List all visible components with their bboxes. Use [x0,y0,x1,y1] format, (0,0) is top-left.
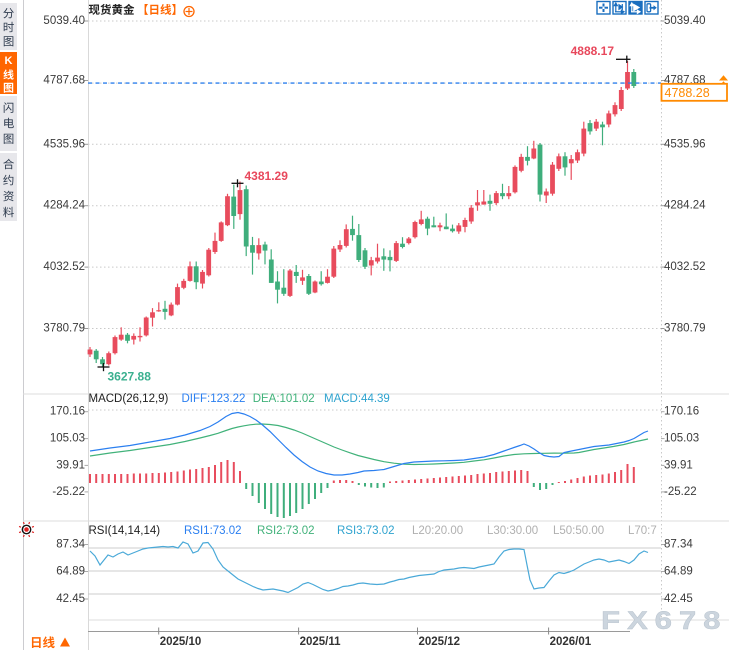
svg-text:39.91: 39.91 [664,459,693,471]
svg-text:-25.22: -25.22 [52,486,85,498]
svg-text:105.03: 105.03 [664,433,699,445]
svg-text:42.45: 42.45 [56,593,85,605]
svg-text:DEA:101.02: DEA:101.02 [253,393,315,405]
svg-text:RSI(14,14,14): RSI(14,14,14) [89,525,161,537]
svg-text:3780.79: 3780.79 [43,323,85,335]
svg-text:RSI2:73.02: RSI2:73.02 [257,525,315,537]
svg-text:L20:20.00: L20:20.00 [412,525,463,537]
svg-text:4284.24: 4284.24 [664,200,706,212]
svg-text:2025/12: 2025/12 [419,636,461,648]
svg-text:MACD:44.39: MACD:44.39 [324,393,390,405]
svg-text:FX678: FX678 [601,606,727,634]
svg-text:5039.40: 5039.40 [664,15,706,27]
svg-text:2025/11: 2025/11 [300,636,342,648]
svg-text:170.16: 170.16 [50,406,85,418]
svg-text:4788.28: 4788.28 [665,86,710,100]
svg-text:87.34: 87.34 [664,539,693,551]
svg-text:4787.68: 4787.68 [43,75,85,87]
svg-text:4032.52: 4032.52 [664,261,706,273]
svg-text:4535.96: 4535.96 [664,138,706,150]
svg-text:2026/01: 2026/01 [550,636,592,648]
svg-text:5039.40: 5039.40 [43,15,85,27]
svg-text:3627.88: 3627.88 [108,370,152,384]
svg-text:DIFF:123.22: DIFF:123.22 [182,393,246,405]
svg-text:4888.17: 4888.17 [571,44,615,58]
svg-text:MACD(26,12,9): MACD(26,12,9) [89,393,169,405]
svg-text:87.34: 87.34 [56,539,85,551]
svg-text:105.03: 105.03 [50,433,85,445]
svg-text:RSI3:73.02: RSI3:73.02 [337,525,395,537]
svg-text:4284.24: 4284.24 [43,200,85,212]
svg-text:RSI1:73.02: RSI1:73.02 [184,525,242,537]
svg-text:3780.79: 3780.79 [664,323,706,335]
svg-text:64.89: 64.89 [664,566,693,578]
svg-text:4535.96: 4535.96 [43,138,85,150]
svg-text:64.89: 64.89 [56,566,85,578]
svg-text:2025/10: 2025/10 [160,636,202,648]
svg-text:-25.22: -25.22 [664,486,697,498]
svg-text:L30:30.00: L30:30.00 [487,525,538,537]
svg-text:K: K [5,55,13,67]
svg-text:L70:7: L70:7 [628,525,657,537]
svg-text:4381.29: 4381.29 [245,169,289,183]
svg-text:L50:50.00: L50:50.00 [553,525,604,537]
svg-text:42.45: 42.45 [664,593,693,605]
svg-text:39.91: 39.91 [56,459,85,471]
svg-text:4032.52: 4032.52 [43,261,85,273]
svg-text:170.16: 170.16 [664,406,699,418]
